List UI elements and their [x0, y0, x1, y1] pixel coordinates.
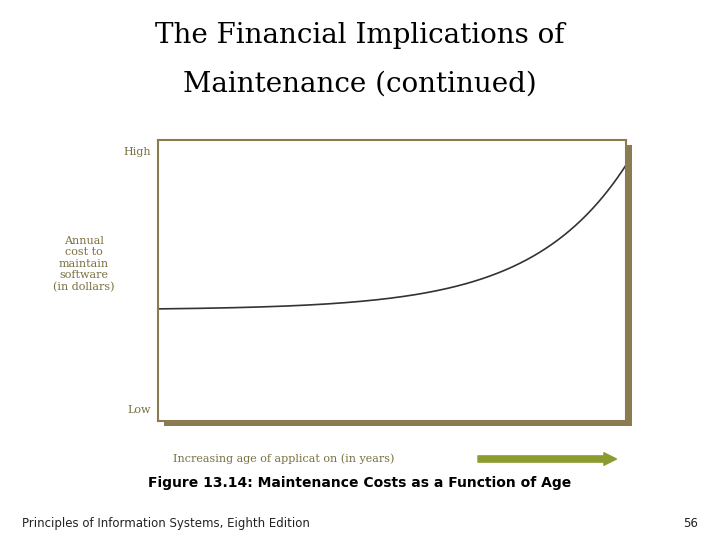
Text: The Financial Implications of: The Financial Implications of	[156, 22, 564, 49]
Text: Increasing age of applicat on (in years): Increasing age of applicat on (in years)	[173, 454, 394, 464]
Text: Maintenance (continued): Maintenance (continued)	[183, 70, 537, 97]
Text: Figure 13.14: Maintenance Costs as a Function of Age: Figure 13.14: Maintenance Costs as a Fun…	[148, 476, 572, 490]
Text: Low: Low	[128, 405, 151, 415]
Text: Principles of Information Systems, Eighth Edition: Principles of Information Systems, Eight…	[22, 517, 310, 530]
Text: High: High	[124, 147, 151, 157]
Text: Annual
cost to
maintain
software
(in dollars): Annual cost to maintain software (in dol…	[53, 235, 114, 292]
Text: 56: 56	[683, 517, 698, 530]
